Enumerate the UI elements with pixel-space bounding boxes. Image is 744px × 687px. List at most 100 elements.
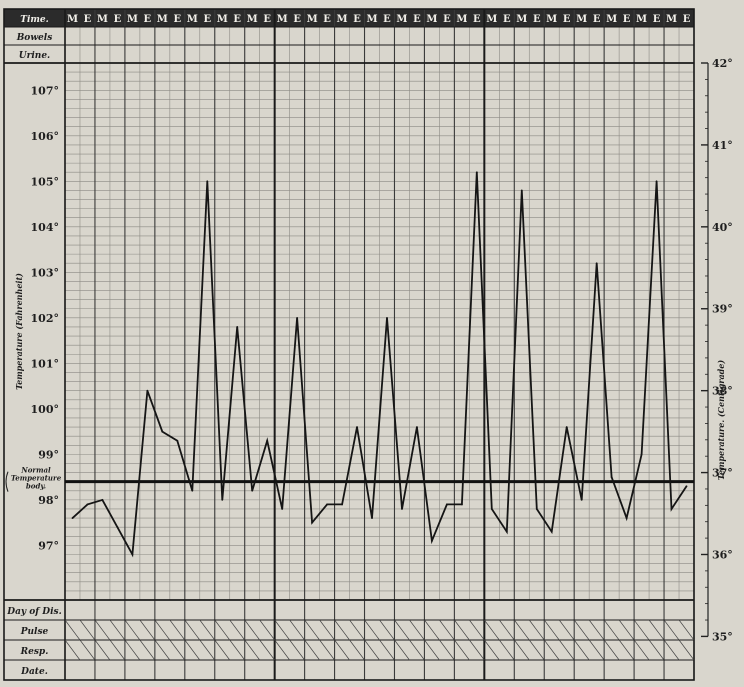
diagonal-tick [618, 639, 635, 661]
diagonal-tick [304, 619, 320, 641]
celsius-tick-label: 39° [712, 303, 733, 316]
time-marker-label: E [144, 14, 152, 25]
time-marker-label: E [593, 14, 601, 25]
time-marker-label: M [217, 14, 228, 25]
time-marker-label: E [413, 14, 421, 25]
diagonal-tick [394, 619, 410, 641]
row-label-resp: Resp. [20, 647, 49, 657]
temperature-point [431, 539, 433, 542]
temperature-point [296, 316, 299, 319]
temperature-point [490, 508, 493, 510]
diagonal-tick [648, 639, 665, 661]
time-marker-label: E [233, 14, 241, 25]
diagonal-tick [454, 639, 470, 661]
temperature-point [565, 426, 568, 428]
temperature-point [640, 453, 643, 456]
diagonal-tick [603, 639, 620, 661]
diagonal-tick [64, 639, 81, 661]
diagonal-tick [573, 619, 590, 641]
time-marker-label: M [277, 14, 288, 25]
temperature-point [86, 503, 89, 506]
diagonal-tick [543, 619, 560, 641]
diagonal-tick [169, 639, 186, 661]
fahrenheit-tick-label: 100° [31, 403, 59, 416]
diagonal-tick [588, 619, 605, 641]
diagonal-tick [109, 619, 126, 641]
time-marker-label: E [623, 14, 631, 25]
diagonal-tick [439, 639, 455, 661]
temperature-point [236, 326, 239, 328]
diagonal-tick [528, 619, 545, 641]
diagonal-tick [528, 639, 545, 661]
y-axis-label-fahrenheit: Temperature (Fahrenheit) [14, 273, 24, 390]
diagonal-tick [394, 639, 410, 661]
diagonal-tick [469, 619, 485, 641]
time-marker-label: M [157, 14, 168, 25]
celsius-tick-label: 42° [712, 57, 733, 70]
time-marker-label: E [353, 14, 361, 25]
time-marker-label: M [606, 14, 617, 25]
diagonal-tick [319, 639, 335, 661]
time-marker-label: E [533, 14, 541, 25]
time-marker-label: M [636, 14, 647, 25]
temperature-point [206, 180, 209, 183]
diagonal-tick [214, 619, 231, 641]
time-marker-label: E [563, 14, 571, 25]
fahrenheit-tick-label: 105° [31, 175, 59, 188]
time-marker-label: M [337, 14, 348, 25]
time-row-band [4, 9, 694, 27]
diagonal-tick [244, 639, 260, 661]
temperature-point [146, 389, 149, 392]
fahrenheit-tick-label: 103° [31, 266, 59, 279]
temperature-point [505, 530, 508, 533]
time-marker-label: M [666, 14, 677, 25]
fahrenheit-tick-label: 99° [38, 448, 59, 461]
time-marker-label: E [84, 14, 92, 25]
diagonal-tick [64, 619, 81, 641]
temperature-point [416, 426, 418, 428]
diagonal-tick [469, 639, 485, 661]
time-marker-label: M [396, 14, 407, 25]
time-marker-label: M [576, 14, 587, 25]
temperature-series-line [71, 172, 688, 558]
diagonal-tick [409, 619, 425, 641]
fahrenheit-tick-label: 107° [31, 84, 59, 97]
temperature-point [520, 189, 523, 192]
temperature-point [116, 526, 119, 529]
diagonal-tick [79, 619, 96, 641]
temperature-point [445, 503, 448, 506]
diagonal-tick [543, 639, 560, 661]
celsius-tick-label: 36° [712, 548, 733, 561]
time-marker-label: E [683, 14, 691, 25]
time-marker-label: E [203, 14, 211, 25]
temperature-point [386, 316, 388, 319]
diagonal-tick [79, 639, 96, 661]
time-marker-label: E [174, 14, 182, 25]
time-marker-label: M [546, 14, 557, 25]
diagonal-tick [663, 619, 680, 641]
diagonal-tick [289, 639, 305, 661]
diagonal-tick [244, 619, 260, 641]
diagonal-tick [169, 619, 186, 641]
temperature-point [191, 489, 194, 492]
diagonal-tick [94, 639, 111, 661]
diagonal-tick [289, 619, 305, 641]
celsius-tick-label: 37° [712, 467, 733, 480]
temperature-point [266, 439, 269, 442]
temperature-point [176, 439, 179, 442]
fahrenheit-tick-label: 104° [31, 221, 59, 234]
chart-frame [3, 8, 695, 681]
fahrenheit-tick-label: 102° [31, 312, 59, 325]
temperature-point [371, 517, 373, 519]
time-marker-label: M [516, 14, 527, 25]
time-marker-label: M [426, 14, 437, 25]
temperature-point [311, 521, 314, 524]
time-marker-label: M [247, 14, 258, 25]
diagonal-tick [259, 639, 275, 661]
temperature-point [535, 508, 538, 510]
temperature-point [251, 489, 254, 492]
diagonal-tick [514, 639, 530, 661]
diagonal-tick [274, 639, 290, 661]
lower-diagonals [64, 619, 695, 661]
